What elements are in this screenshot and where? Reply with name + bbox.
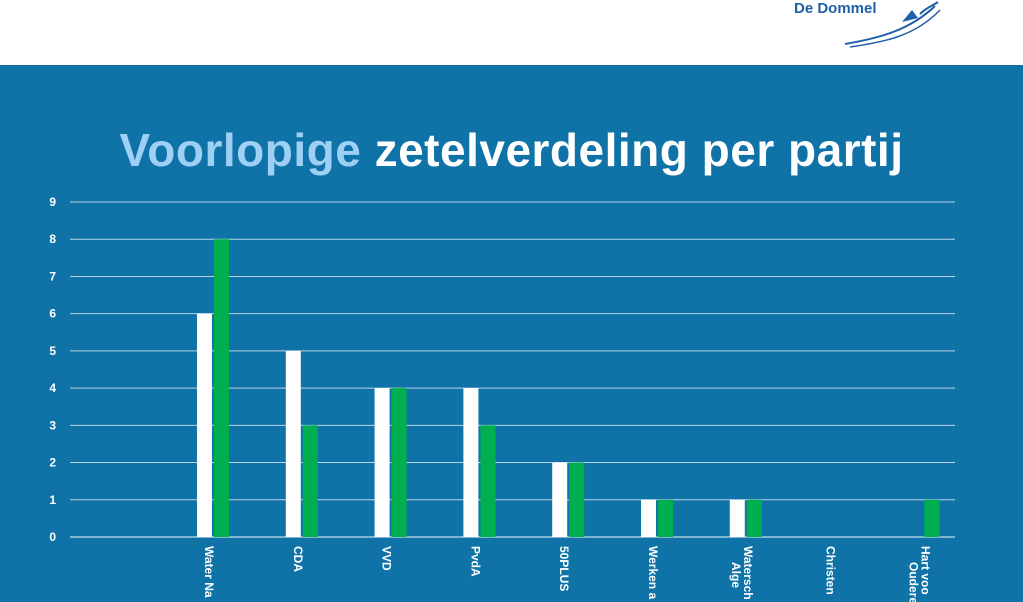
chart-title: Voorlopige zetelverdeling per partij	[0, 123, 1023, 177]
x-tick-label: PvdA	[468, 546, 482, 577]
bar-series2-6	[746, 499, 762, 537]
y-tick-label: 2	[49, 456, 56, 470]
y-tick-label: 6	[49, 307, 56, 321]
bar-series1-2	[374, 388, 390, 537]
x-tick-label: Christen	[824, 546, 838, 595]
y-tick-label: 3	[49, 418, 56, 432]
logo-swoosh-icon	[844, 1, 941, 48]
slide-panel: Voorlopige zetelverdeling per partij	[0, 65, 1023, 602]
x-tick-label: Water Na	[202, 546, 216, 598]
y-tick-label: 7	[49, 269, 56, 283]
bar-series2-1	[302, 425, 318, 537]
y-tick-label: 4	[49, 381, 56, 395]
y-tick-label: 0	[49, 530, 56, 544]
x-tick-label: VVD	[380, 546, 394, 571]
bar-series2-3	[480, 425, 496, 537]
bar-series1-4	[552, 462, 568, 537]
logo: De Dommel	[790, 0, 950, 50]
title-accent: Voorlopige	[119, 124, 362, 176]
bar-series1-1	[285, 350, 301, 537]
logo-text: De Dommel	[794, 0, 877, 17]
x-tick-label: AlgeWatersch	[729, 546, 755, 600]
title-rest: zetelverdeling per partij	[374, 124, 904, 176]
bar-series1-3	[463, 388, 479, 537]
bar-series1-0	[197, 313, 212, 537]
bar-series1-6	[729, 499, 745, 537]
bar-series2-0	[214, 239, 229, 537]
bar-series2-8	[924, 499, 940, 537]
x-tick-label: OudereHart voo	[906, 546, 932, 602]
bar-series2-5	[658, 499, 673, 537]
x-tick-label: 50PLUS	[557, 546, 571, 591]
y-tick-label: 5	[49, 344, 56, 358]
bar-series2-2	[391, 388, 407, 537]
y-tick-label: 8	[49, 232, 56, 246]
bar-series2-4	[569, 462, 585, 537]
y-tick-label: 9	[49, 195, 56, 209]
y-tick-label: 1	[49, 493, 56, 507]
x-tick-label: CDA	[291, 546, 305, 572]
x-tick-label: Werken a	[646, 546, 660, 599]
bar-series1-5	[641, 499, 656, 537]
header-band: De Dommel	[0, 0, 1023, 65]
